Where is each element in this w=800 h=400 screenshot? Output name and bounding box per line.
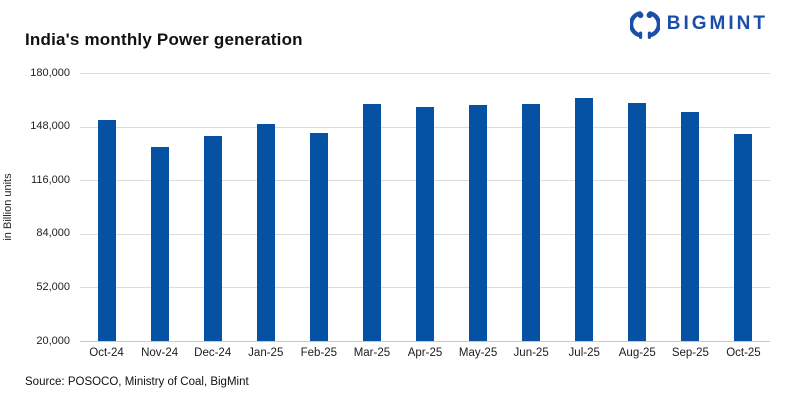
x-tick-label: May-25	[458, 347, 498, 359]
bar-Oct-25	[734, 134, 753, 341]
bigmint-logo-icon	[629, 8, 660, 40]
bigmint-logo-text: BIGMINT	[666, 13, 768, 34]
bar-Jan-25	[256, 124, 275, 341]
bar-Dec-24	[203, 135, 222, 341]
gridline	[80, 341, 770, 342]
bar-Aug-25	[628, 103, 647, 341]
x-tick-label: Aug-25	[618, 347, 656, 359]
x-tick-label: Jan-25	[248, 347, 284, 359]
y-tick-label: 148,000	[30, 120, 70, 133]
x-tick-label: Dec-24	[194, 347, 232, 359]
x-tick-label: Jul-25	[568, 347, 600, 359]
x-tick-label: Oct-25	[726, 347, 761, 359]
chart-title: India's monthly Power generation	[25, 30, 303, 49]
plot-area	[80, 73, 770, 342]
bar-Feb-25	[309, 133, 328, 341]
x-tick-label: Sep-25	[671, 347, 709, 359]
y-tick-label: 116,000	[31, 173, 70, 186]
gridline	[80, 73, 770, 74]
bar-Jul-25	[575, 98, 594, 341]
bar-Oct-24	[97, 119, 116, 341]
bar-Apr-25	[416, 107, 434, 341]
x-tick-label: Mar-25	[353, 347, 391, 359]
x-tick-label: Feb-25	[300, 347, 338, 359]
bar-Jun-25	[522, 104, 541, 341]
bar-May-25	[469, 104, 488, 341]
bar-Nov-24	[150, 146, 169, 341]
bigmint-logo: BIGMINT	[629, 8, 768, 40]
x-tick-label: Apr-25	[407, 347, 443, 359]
y-axis-title: in Billion units	[2, 173, 14, 241]
x-tick-label: Oct-24	[89, 347, 124, 359]
x-tick-label: Jun-25	[513, 347, 549, 359]
y-tick-label: 84,000	[36, 227, 70, 240]
source-note: Source: POSOCO, Ministry of Coal, BigMin…	[25, 376, 249, 388]
y-tick-label: 180,000	[30, 66, 70, 79]
x-tick-label: Nov-24	[141, 347, 179, 359]
y-tick-label: 20,000	[36, 334, 70, 347]
y-tick-label: 52,000	[36, 280, 70, 293]
bar-Sep-25	[681, 112, 700, 341]
bar-Mar-25	[362, 104, 381, 341]
